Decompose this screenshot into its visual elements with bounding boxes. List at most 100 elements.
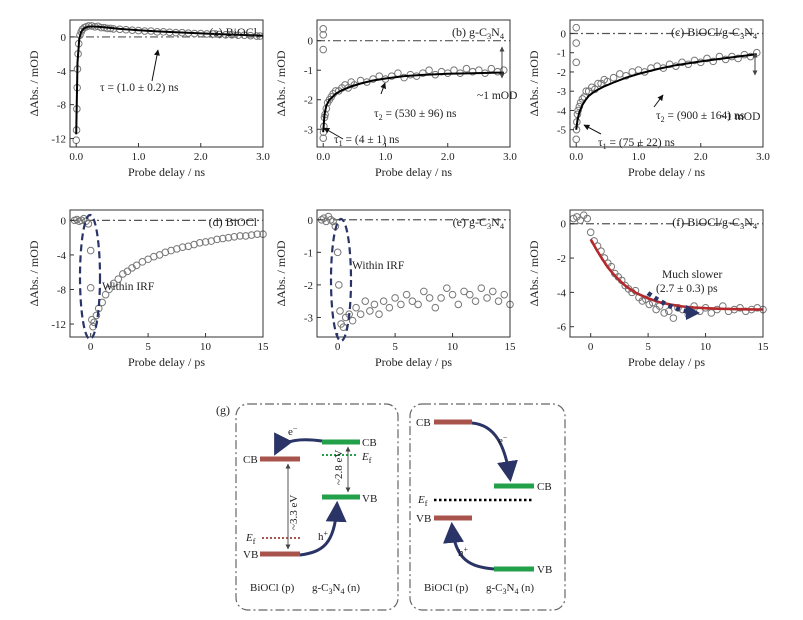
y-tick-label: -4 <box>557 105 567 117</box>
panel-label-g: (g) <box>216 403 230 417</box>
x-tick-label: 1.0 <box>379 151 393 163</box>
x-tick-label: 15 <box>258 341 270 353</box>
data-point <box>450 66 458 75</box>
y-tick-label: -2 <box>304 280 313 292</box>
data-point <box>448 290 457 299</box>
chart-panel-3: 0.0 1.0 2.0 3.0 -5 -4 -3 -2 -1 0 Probe delay / ns Δ… <box>527 19 770 179</box>
data-point <box>356 310 365 319</box>
data-point <box>660 309 669 317</box>
band-diagram: (g) CB VB Ef ~3.3 eV CB Ef VB ~2.8 eV e−… <box>216 403 566 611</box>
y-tick-label: -4 <box>557 287 567 299</box>
data-point <box>319 25 328 33</box>
data-point <box>319 30 328 39</box>
y-tick-label: -1 <box>304 247 313 259</box>
data-point <box>86 246 95 255</box>
data-point <box>477 284 486 292</box>
x-tick-label: 0.0 <box>69 151 83 163</box>
data-point <box>500 290 509 299</box>
right-electron-arrow <box>471 421 518 483</box>
left-bioc-ef-label: Ef <box>245 532 256 546</box>
x-tick-label: 2.0 <box>194 151 208 163</box>
annotation-a-tau: τ = (1.0 ± 0.2) ns <box>100 82 179 94</box>
y-tick-label: -3 <box>557 86 567 98</box>
y-tick-label: 0 <box>61 32 67 44</box>
right-hole-arrow <box>443 521 495 571</box>
data-point <box>333 248 342 257</box>
x-tick-label: 2.0 <box>694 151 708 163</box>
plot-frame <box>569 209 764 338</box>
x-axis-label: Probe delay / ns <box>128 165 205 179</box>
data-point <box>465 290 474 299</box>
data-point <box>319 134 328 142</box>
data-point <box>224 233 233 242</box>
x-tick-label: 0.0 <box>316 151 330 163</box>
left-bioc-vb-label: VB <box>243 549 258 561</box>
data-point <box>594 79 602 88</box>
data-point <box>408 297 417 305</box>
right-gcn-vb-label: VB <box>537 564 552 576</box>
data-point <box>431 303 440 312</box>
y-tick-label: -8 <box>57 284 67 296</box>
right-bioc-cb-label: CB <box>416 417 431 429</box>
y-tick-label: -2 <box>304 95 313 107</box>
data-point <box>230 232 239 241</box>
data-point <box>420 287 428 296</box>
left-electron-arrow <box>274 432 323 456</box>
data-point <box>387 72 396 80</box>
x-tick-label: 10 <box>700 341 712 353</box>
data-point <box>72 136 81 145</box>
right-electron-label: e− <box>498 433 508 447</box>
y-tick-label: -1 <box>304 65 313 77</box>
data-point <box>196 239 204 247</box>
panel-label: (e) g-C3N4 <box>453 215 505 231</box>
annotation-arrow-b-tau1 <box>323 127 344 140</box>
y-tick-label: -12 <box>51 319 66 331</box>
left-hole-label: h+ <box>318 529 329 543</box>
data-point <box>86 283 95 292</box>
diagram-box-left <box>235 403 399 611</box>
fit-curve <box>589 238 764 311</box>
data-point <box>77 216 86 225</box>
annotation-b-tau2: τ2 = (530 ± 96) ns <box>374 108 457 122</box>
y-tick-label: 0 <box>561 28 567 40</box>
data-point <box>236 232 244 240</box>
data-point <box>483 294 491 302</box>
plot-frame <box>69 209 264 338</box>
data-point <box>419 69 427 77</box>
x-tick-label: 2.0 <box>441 151 455 163</box>
data-point <box>414 300 422 309</box>
y-tick-label: -12 <box>51 134 66 146</box>
data-point <box>101 290 110 299</box>
x-tick-label: 0 <box>588 341 594 353</box>
annotation-arrow-c-tau2 <box>653 94 664 108</box>
right-bioc-vb-label: VB <box>416 513 431 525</box>
data-point <box>366 307 374 315</box>
data-point <box>586 228 595 237</box>
panel-label: (b) g-C3N4 <box>452 25 505 41</box>
y-axis-label: ΔAbs. / mOD <box>274 50 288 116</box>
data-point <box>703 54 711 63</box>
left-electron-label: e− <box>288 424 298 438</box>
y-axis-label: ΔAbs. / mOD <box>527 240 541 306</box>
annotation-b-1mod: ~1 mOD <box>477 90 517 102</box>
data-point <box>253 230 262 238</box>
data-point <box>572 39 581 47</box>
left-gcn-vb-label: VB <box>362 493 377 505</box>
data-point <box>105 285 113 294</box>
plot-frame <box>69 19 264 148</box>
y-tick-label: -6 <box>557 322 567 334</box>
data-point <box>443 284 451 292</box>
data-point <box>385 303 394 312</box>
y-axis-label: ΔAbs. / mOD <box>527 50 541 116</box>
irf-ellipse-d <box>78 213 102 341</box>
chart-panel-2: 0.0 1.0 2.0 3.0 -3 -2 -1 0 Probe delay / ns ΔAbs.… <box>274 19 517 179</box>
data-point <box>213 235 221 244</box>
data-point <box>669 314 678 322</box>
y-tick-label: -8 <box>57 100 67 112</box>
x-tick-label: 0.0 <box>569 151 583 163</box>
data-point <box>375 310 383 319</box>
data-point <box>437 294 445 302</box>
data-point <box>400 73 408 82</box>
panel-label: (d) BiOCl <box>209 215 258 229</box>
